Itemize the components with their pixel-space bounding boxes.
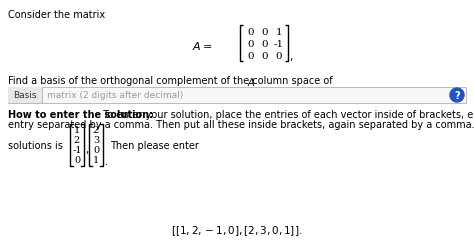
- Text: 1: 1: [93, 156, 99, 164]
- Text: 0: 0: [262, 40, 268, 49]
- Text: Basis: Basis: [13, 91, 37, 100]
- Text: -1: -1: [274, 40, 284, 49]
- Text: 3: 3: [93, 136, 99, 144]
- Text: 1: 1: [276, 28, 283, 37]
- Text: 2: 2: [93, 126, 99, 134]
- Text: ?: ?: [454, 91, 460, 101]
- Text: .: .: [105, 156, 108, 166]
- Text: Then please enter: Then please enter: [110, 140, 199, 150]
- Text: $A=$: $A=$: [192, 40, 213, 52]
- Text: matrix (2 digits after decimal): matrix (2 digits after decimal): [47, 91, 183, 100]
- Text: 0: 0: [248, 28, 255, 37]
- Text: How to enter the solution:: How to enter the solution:: [8, 110, 153, 120]
- Text: Consider the matrix: Consider the matrix: [8, 10, 105, 20]
- Text: To enter your solution, place the entries of each vector inside of brackets, eac: To enter your solution, place the entrie…: [100, 110, 474, 120]
- Bar: [8, 88, 42, 104]
- Text: 0: 0: [93, 146, 99, 154]
- Text: entry separated by a comma. Then put all these inside brackets, again separated : entry separated by a comma. Then put all…: [8, 120, 474, 130]
- Text: 0: 0: [262, 52, 268, 61]
- Circle shape: [450, 89, 464, 102]
- Text: 0: 0: [248, 52, 255, 61]
- Text: 0: 0: [276, 52, 283, 61]
- Text: .: .: [253, 76, 256, 86]
- Text: ,: ,: [289, 52, 292, 62]
- Text: Find a basis of the orthogonal complement of the column space of: Find a basis of the orthogonal complemen…: [8, 76, 336, 86]
- Bar: [8, 88, 466, 104]
- Text: -1: -1: [72, 146, 82, 154]
- Text: 0: 0: [74, 156, 80, 164]
- Text: $[[1, 2, -1, 0], [2, 3, 0, 1]].$: $[[1, 2, -1, 0], [2, 3, 0, 1]].$: [171, 223, 303, 237]
- Text: ,: ,: [85, 144, 88, 154]
- Text: 2: 2: [74, 136, 80, 144]
- Text: 1: 1: [74, 126, 80, 134]
- Text: 0: 0: [262, 28, 268, 37]
- Text: 0: 0: [248, 40, 255, 49]
- Text: $A$: $A$: [247, 76, 255, 88]
- Text: solutions is: solutions is: [8, 140, 63, 150]
